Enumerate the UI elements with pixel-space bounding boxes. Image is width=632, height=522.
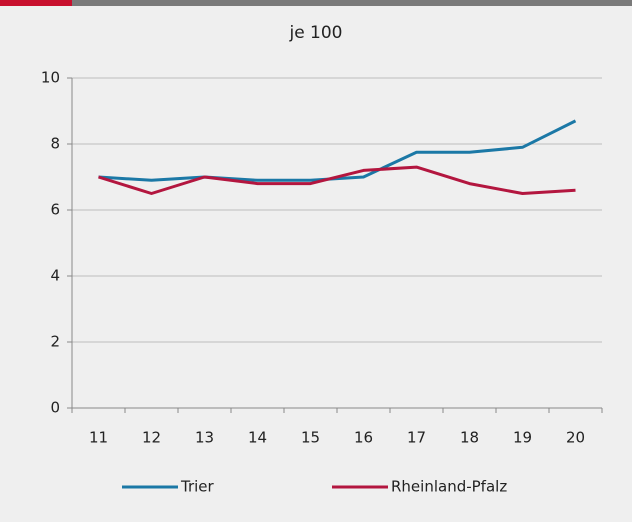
x-tick-label: 18 xyxy=(460,429,479,447)
x-tick-label: 11 xyxy=(89,429,108,447)
y-tick-label: 4 xyxy=(50,267,60,285)
x-tick-label: 17 xyxy=(407,429,426,447)
legend-label: Trier xyxy=(180,478,215,496)
series-line xyxy=(98,119,577,182)
top-bar-accent xyxy=(0,0,72,6)
x-tick-label: 15 xyxy=(301,429,320,447)
y-tick-label: 8 xyxy=(50,135,60,153)
y-tick-label: 10 xyxy=(41,69,60,87)
y-tick-label: 2 xyxy=(50,333,60,351)
x-tick-label: 16 xyxy=(354,429,373,447)
x-tick-label: 13 xyxy=(195,429,214,447)
x-tick-label: 14 xyxy=(248,429,267,447)
series-line xyxy=(98,165,576,195)
chart-title: je 100 xyxy=(288,23,342,43)
top-bar xyxy=(0,0,632,6)
y-tick-label: 6 xyxy=(50,201,60,219)
x-tick-label: 12 xyxy=(142,429,161,447)
y-tick-label: 0 xyxy=(50,399,60,417)
x-tick-label: 19 xyxy=(513,429,532,447)
legend-label: Rheinland-Pfalz xyxy=(391,478,507,496)
x-tick-label: 20 xyxy=(566,429,585,447)
